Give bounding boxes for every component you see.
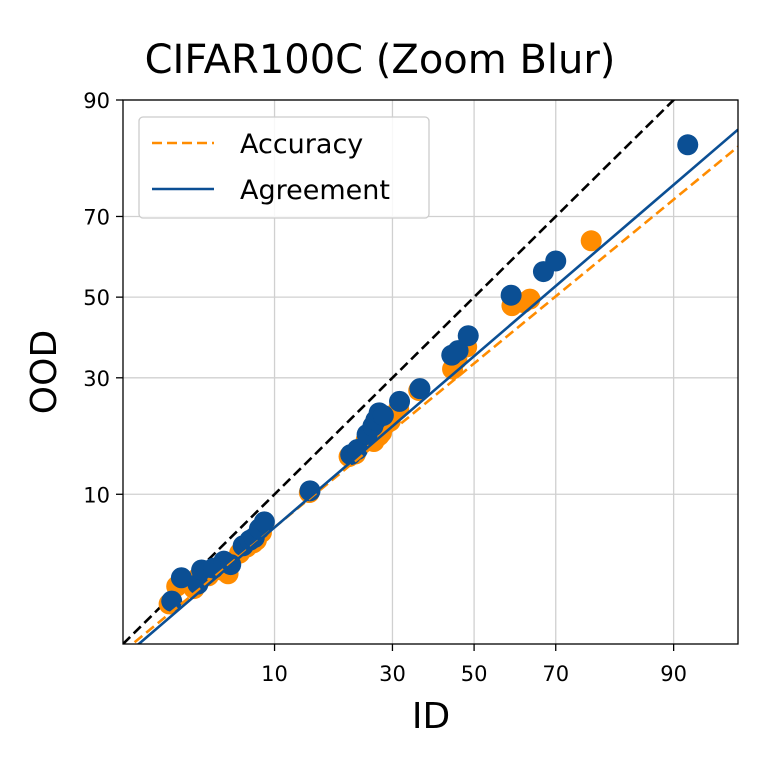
agreement-point [253, 511, 275, 533]
agreement-point [170, 567, 192, 589]
legend-label-agreement: Agreement [240, 175, 390, 206]
agreement-point [677, 134, 699, 156]
agreement-point [389, 390, 411, 412]
accuracy-point [519, 288, 541, 310]
fit-lines [123, 100, 676, 644]
x-tick-label: 10 [261, 662, 288, 686]
agreement-point [500, 284, 522, 306]
data-points [130, 128, 738, 644]
agreement-point [409, 378, 431, 400]
y-tick-label: 90 [83, 89, 110, 113]
x-axis-label: ID [412, 696, 450, 737]
x-tick-label: 90 [660, 662, 687, 686]
plot-frame [122, 99, 739, 645]
y-tick-label: 10 [83, 483, 110, 507]
y-tick-label: 50 [83, 286, 110, 310]
y-tick-label: 70 [83, 205, 110, 229]
legend-label-accuracy: Accuracy [240, 129, 363, 160]
accuracy-point [580, 230, 602, 252]
agreement-point [299, 480, 321, 502]
legend: Accuracy Agreement [138, 116, 430, 219]
x-tick-label: 30 [379, 662, 406, 686]
agreement-point [457, 325, 479, 347]
chart-title: CIFAR100C (Zoom Blur) [145, 37, 616, 83]
agreement-fit-line [136, 128, 738, 644]
agreement-point [347, 438, 369, 460]
axis-ticks: 10 30 50 70 90 10 30 50 70 90 [83, 89, 687, 686]
y-tick-label: 30 [83, 367, 110, 391]
x-tick-label: 70 [542, 662, 569, 686]
agreement-point [447, 340, 469, 362]
accuracy-fit-line [130, 145, 738, 644]
diagonal-line [123, 100, 676, 644]
x-tick-label: 50 [461, 662, 488, 686]
plot-area [122, 99, 739, 645]
y-axis-label: OOD [24, 330, 65, 414]
agreement-point [161, 590, 183, 612]
agreement-point [372, 404, 394, 426]
agreement-point [545, 250, 567, 272]
legend-box [138, 116, 430, 219]
